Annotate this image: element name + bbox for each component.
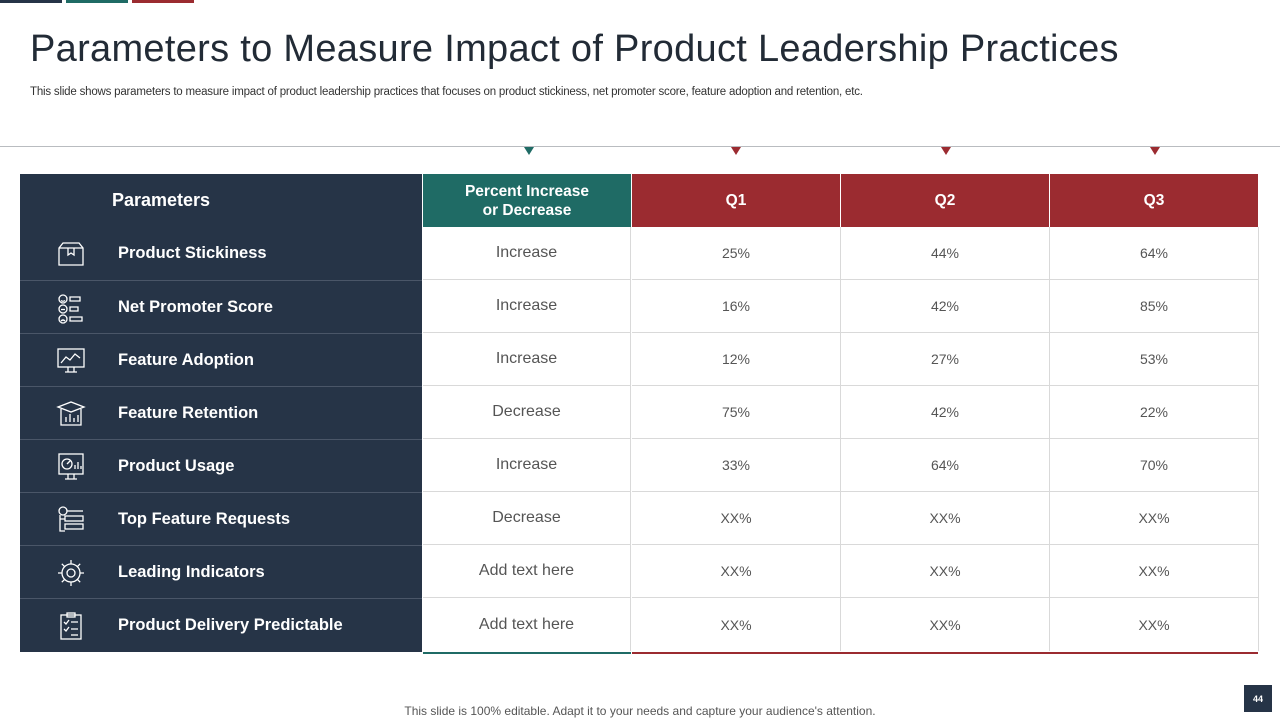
header-percent-change: Percent Increase or Decrease [423, 174, 631, 227]
header-percent-line2: or Decrease [482, 201, 572, 219]
q3-cell: XX% [1050, 492, 1259, 545]
pointer-triangle-percent [524, 147, 534, 155]
q2-cell: XX% [841, 492, 1050, 545]
feature-list-icon [56, 505, 86, 535]
top-accent-bar-red [132, 0, 194, 3]
q3-cell: 22% [1050, 386, 1259, 439]
q2-cell: 42% [841, 280, 1050, 333]
q1-cell: XX% [632, 545, 841, 598]
parameter-cell: Top Feature Requests [20, 492, 422, 545]
percent-change-cell: Add text here [423, 545, 631, 598]
q2-cell: 27% [841, 333, 1050, 386]
parameter-cell: Product Stickiness [20, 227, 422, 280]
q3-cell: 53% [1050, 333, 1259, 386]
q1-cell: XX% [632, 598, 841, 651]
percent-change-cell: Decrease [423, 492, 631, 545]
percent-change-cell: Increase [423, 227, 631, 280]
q3-cell: XX% [1050, 545, 1259, 598]
rating-faces-icon [56, 293, 86, 324]
parameter-label: Product Delivery Predictable [118, 616, 343, 634]
q2-cell: 42% [841, 386, 1050, 439]
monitor-chart-icon [56, 346, 86, 376]
parameter-label: Top Feature Requests [118, 510, 291, 528]
q1-cell: 25% [632, 227, 841, 280]
table-row: Feature Adoption Increase 12% 27% 53% [20, 333, 1259, 386]
header-percent-line1: Percent Increase [464, 182, 590, 200]
top-accent-bar-navy [0, 0, 62, 3]
q1-cell: 33% [632, 439, 841, 492]
q2-cell: 64% [841, 439, 1050, 492]
pointer-triangle-q2 [941, 147, 951, 155]
q1-cell: 75% [632, 386, 841, 439]
table-row: Net Promoter Score Increase 16% 42% 85% [20, 280, 1259, 333]
header-divider [0, 146, 1280, 147]
parameter-cell: Feature Retention [20, 386, 422, 439]
percent-change-cell: Increase [423, 280, 631, 333]
q1-cell: XX% [632, 492, 841, 545]
percent-change-cell: Decrease [423, 386, 631, 439]
q1-cell: 12% [632, 333, 841, 386]
parameter-label: Feature Adoption [118, 351, 254, 369]
table-bottom-line-red [632, 652, 1258, 654]
parameter-cell: Leading Indicators [20, 545, 422, 598]
parameter-cell: Product Usage [20, 439, 422, 492]
header-q1: Q1 [632, 174, 840, 227]
page-number: 44 [1244, 685, 1272, 712]
pointer-triangle-q1 [731, 147, 741, 155]
footer-note: This slide is 100% editable. Adapt it to… [404, 704, 876, 718]
table-row: Leading Indicators Add text here XX% XX%… [20, 545, 1259, 598]
percent-change-cell: Add text here [423, 598, 631, 651]
q2-cell: XX% [841, 598, 1050, 651]
page-subtitle: This slide shows parameters to measure i… [30, 86, 863, 98]
clipboard-checklist-icon [56, 611, 86, 641]
header-parameters-label: Parameters [112, 190, 211, 210]
dashboard-monitor-icon [56, 452, 86, 482]
table-row: Product Stickiness Increase 25% 44% 64% [20, 227, 1259, 280]
table-row: Product Usage Increase 33% 64% 70% [20, 439, 1259, 492]
table-row: Top Feature Requests Decrease XX% XX% XX… [20, 492, 1259, 545]
top-accent-bar-teal [66, 0, 128, 3]
table-row: Feature Retention Decrease 75% 42% 22% [20, 386, 1259, 439]
open-box-chart-icon [56, 399, 86, 429]
q2-cell: XX% [841, 545, 1050, 598]
header-parameters: Parameters [20, 174, 422, 227]
parameter-cell: Net Promoter Score [20, 280, 422, 333]
q3-cell: 70% [1050, 439, 1259, 492]
parameter-label: Feature Retention [118, 404, 259, 422]
parameter-label: Product Usage [118, 457, 235, 475]
gear-icon [56, 558, 86, 588]
percent-change-cell: Increase [423, 333, 631, 386]
header-q3: Q3 [1050, 174, 1258, 227]
pointer-triangle-q3 [1150, 147, 1160, 155]
q2-cell: 44% [841, 227, 1050, 280]
page-title: Parameters to Measure Impact of Product … [30, 28, 1119, 70]
percent-change-cell: Increase [423, 439, 631, 492]
table-bottom-line-teal [423, 652, 631, 654]
header-q2: Q2 [841, 174, 1049, 227]
q3-cell: 85% [1050, 280, 1259, 333]
parameter-cell: Feature Adoption [20, 333, 422, 386]
parameter-label: Net Promoter Score [118, 298, 273, 316]
q1-cell: 16% [632, 280, 841, 333]
table-row: Product Delivery Predictable Add text he… [20, 598, 1259, 652]
q3-cell: XX% [1050, 598, 1259, 651]
parameter-cell: Product Delivery Predictable [20, 598, 422, 652]
box-icon [56, 241, 86, 271]
parameter-label: Product Stickiness [118, 244, 267, 262]
parameter-label: Leading Indicators [118, 563, 265, 581]
q3-cell: 64% [1050, 227, 1259, 280]
